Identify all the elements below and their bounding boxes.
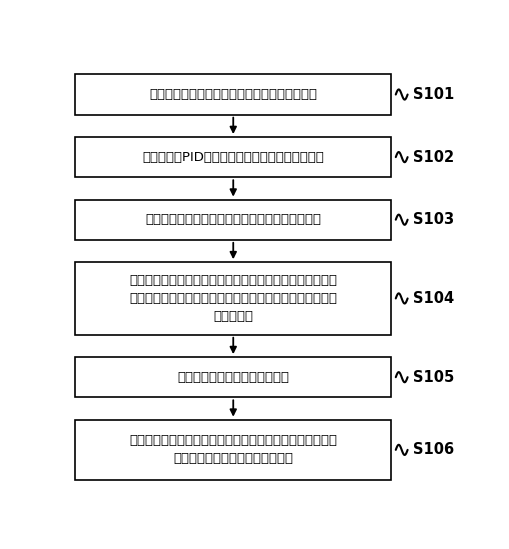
Text: 将所述设定功率调整为与所述第一预设时段连续的第二预设
时段中内室壁间接加热的初始功率: 将所述设定功率调整为与所述第一预设时段连续的第二预设 时段中内室壁间接加热的初始… [129, 434, 337, 466]
Text: 根据预设的PID控制算法输出内室壁间接加热功率: 根据预设的PID控制算法输出内室壁间接加热功率 [143, 150, 324, 164]
Text: 判断预设温度和当前温度的温差是否属于稳态区间: 判断预设温度和当前温度的温差是否属于稳态区间 [145, 213, 321, 226]
FancyBboxPatch shape [75, 262, 391, 335]
FancyBboxPatch shape [75, 357, 391, 397]
FancyBboxPatch shape [75, 419, 391, 480]
Text: 根据所述最小功率生成设定功率: 根据所述最小功率生成设定功率 [177, 371, 289, 384]
Text: S104: S104 [413, 291, 454, 306]
Text: S101: S101 [413, 87, 454, 102]
Text: S103: S103 [413, 212, 454, 227]
Text: S102: S102 [413, 150, 454, 165]
FancyBboxPatch shape [75, 74, 391, 115]
Text: 获取二氧化碳培养箱内室的当前温度和预设温度: 获取二氧化碳培养箱内室的当前温度和预设温度 [149, 88, 317, 101]
Text: S106: S106 [413, 442, 454, 457]
FancyBboxPatch shape [75, 199, 391, 240]
FancyBboxPatch shape [75, 137, 391, 177]
Text: 如果预设温度和当前温度的温差属于稳态区间，则获取所述
温差属于稳态区间条件下的第一预设时段中内室壁间接加热
的最小功率: 如果预设温度和当前温度的温差属于稳态区间，则获取所述 温差属于稳态区间条件下的第… [129, 274, 337, 323]
Text: S105: S105 [413, 369, 454, 385]
